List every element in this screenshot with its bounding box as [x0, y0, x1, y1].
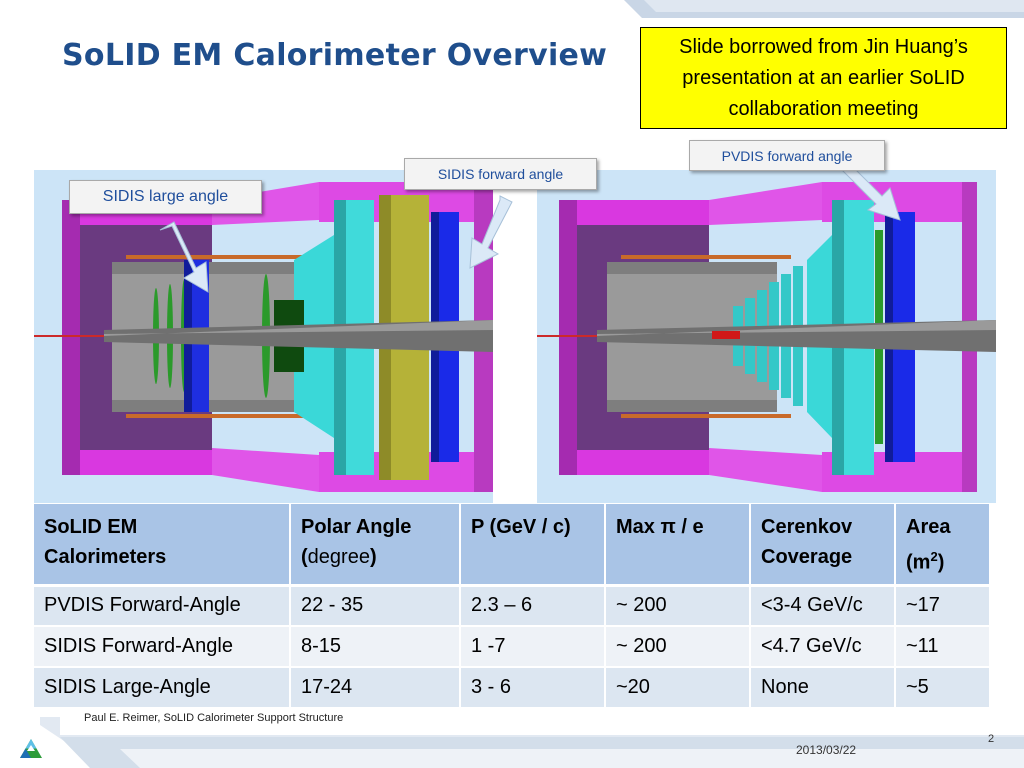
table-cell: 17-24: [290, 667, 461, 710]
header-calorimeters: SoLID EM Calorimeters: [34, 504, 291, 587]
table-cell: None: [750, 667, 896, 710]
table-cell: ~20: [605, 667, 751, 710]
table-cell: ~ 200: [605, 585, 751, 628]
argonne-logo-icon: [20, 739, 42, 758]
header-cerenkov-coverage: Cerenkov Coverage: [750, 504, 896, 587]
table-row: PVDIS Forward-Angle 22 - 35 2.3 – 6 ~ 20…: [34, 585, 989, 628]
header-momentum: P (GeV / c): [460, 504, 606, 587]
table-cell: ~5: [895, 667, 989, 710]
calorimeter-specs-table: SoLID EM Calorimeters Polar Angle (degre…: [34, 504, 989, 710]
borrowed-note-box: Slide borrowed from Jin Huang’s presenta…: [640, 27, 1007, 129]
pvdis-detector-rendering: [537, 170, 996, 503]
page-number: 2: [988, 733, 995, 745]
table-cell: SIDIS Large-Angle: [34, 667, 291, 710]
table-cell: SIDIS Forward-Angle: [34, 626, 291, 669]
callout-pvdis-forward-angle: PVDIS forward angle: [689, 140, 885, 171]
table-header-row: SoLID EM Calorimeters Polar Angle (degre…: [34, 504, 989, 587]
table-cell: 1 -7: [460, 626, 606, 669]
table-cell: 8-15: [290, 626, 461, 669]
table-cell: <4.7 GeV/c: [750, 626, 896, 669]
table-row: SIDIS Large-Angle 17-24 3 - 6 ~20 None ~…: [34, 667, 989, 710]
callout-sidis-large-angle: SIDIS large angle: [69, 180, 262, 214]
table-cell: 22 - 35: [290, 585, 461, 628]
table-row: SIDIS Forward-Angle 8-15 1 -7 ~ 200 <4.7…: [34, 626, 989, 669]
sidis-detector-rendering: [34, 170, 493, 503]
footer-date: 2013/03/22: [796, 743, 857, 757]
table-cell: ~17: [895, 585, 989, 628]
callout-sidis-forward-angle: SIDIS forward angle: [404, 158, 597, 190]
footer-author: Paul E. Reimer, SoLID Calorimeter Suppor…: [84, 712, 344, 724]
table-cell: <3-4 GeV/c: [750, 585, 896, 628]
top-decorative-band: [624, 0, 1024, 18]
header-max-pi-e: Max π / e: [605, 504, 751, 587]
table-cell: 2.3 – 6: [460, 585, 606, 628]
header-polar-angle: Polar Angle (degree): [290, 504, 461, 587]
table-cell: 3 - 6: [460, 667, 606, 710]
table-cell: PVDIS Forward-Angle: [34, 585, 291, 628]
table-cell: ~11: [895, 626, 989, 669]
note-line-3: collaboration meeting: [728, 98, 919, 120]
note-line-2: presentation at an earlier SoLID: [682, 67, 965, 89]
header-area: Area (m2): [895, 504, 989, 587]
table-cell: ~ 200: [605, 626, 751, 669]
footer-decorative-band: [40, 717, 1024, 768]
note-line-1: Slide borrowed from Jin Huang’s: [679, 36, 968, 58]
slide-title: SoLID EM Calorimeter Overview: [62, 38, 608, 73]
